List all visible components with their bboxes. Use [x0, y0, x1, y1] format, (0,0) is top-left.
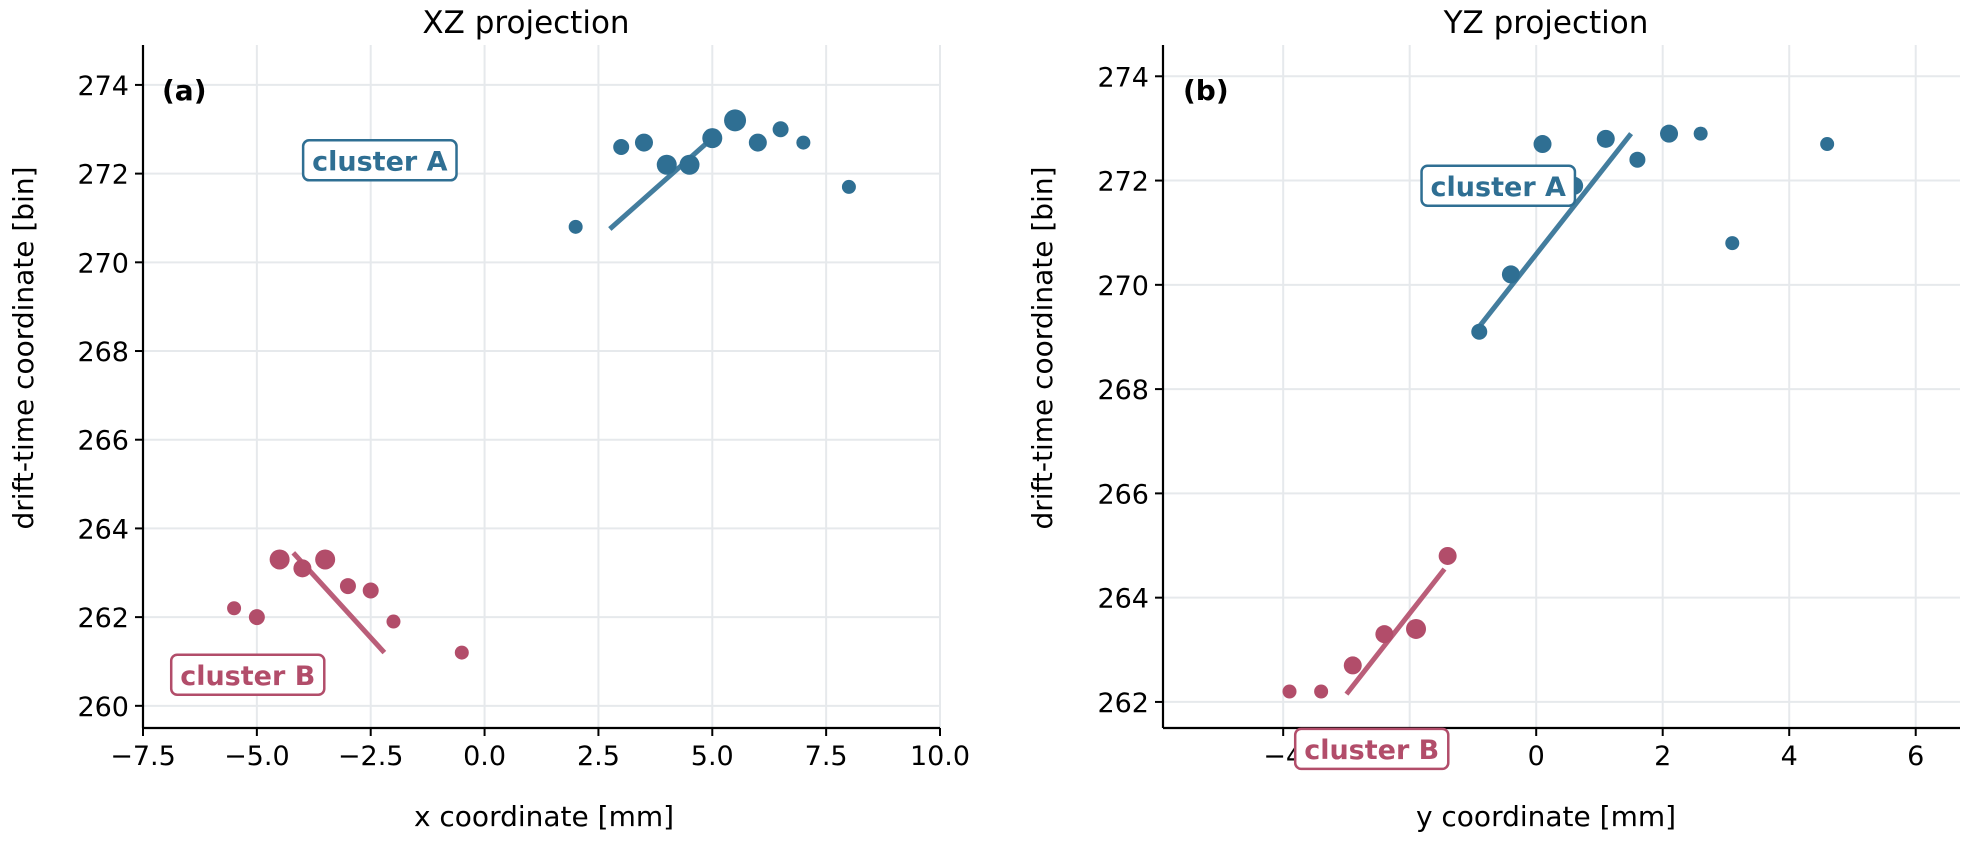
yz-cluster-a-fit-line [1477, 132, 1634, 329]
xz-cluster-a-point [568, 219, 583, 234]
xz-cluster-a-point [634, 133, 653, 152]
yz-cluster-b-point [1406, 618, 1427, 639]
yz-cluster-b-point [1282, 684, 1297, 699]
xz-cluster-a-point [702, 128, 723, 149]
xz-panel-label: (a) [162, 74, 207, 107]
yz-cluster-b-point [1375, 625, 1394, 644]
yz-cluster-a-point [1693, 126, 1708, 141]
yz-cluster-a-point [1596, 129, 1615, 148]
xz-cluster-a-point [724, 109, 747, 132]
yz-cluster-b-label-box [1293, 727, 1450, 771]
xz-cluster-b-point [315, 549, 336, 570]
xz-x-tick-label: 0.0 [463, 741, 506, 772]
yz-title: YZ projection [1443, 5, 1649, 41]
xz-x-tick-label: −5.0 [224, 741, 290, 772]
xz-title: XZ projection [422, 5, 629, 41]
yz-x-tick-label: 2 [1654, 741, 1671, 772]
xz-cluster-a-point [613, 139, 630, 156]
xz-cluster-b-label-box [169, 653, 326, 697]
yz-y-tick-label: 272 [1097, 167, 1149, 198]
yz-x-tick-label: 4 [1781, 741, 1798, 772]
xz-xlabel: x coordinate [mm] [414, 800, 674, 833]
yz-y-tick-label: 266 [1097, 479, 1149, 510]
xz-cluster-a-label: cluster A [301, 139, 458, 182]
xz-y-tick-label: 268 [77, 337, 129, 368]
yz-y-tick-label: 270 [1097, 271, 1149, 302]
xz-cluster-b-point [248, 609, 265, 626]
xz-y-tick-label: 262 [77, 603, 129, 634]
yz-plot-area: −4−20246262264266268270272274cluster Acl… [1097, 45, 1960, 772]
xz-y-tick-label: 260 [77, 692, 129, 723]
xz-y-tick-label: 274 [77, 71, 129, 102]
xz-y-tick-label: 270 [77, 248, 129, 279]
xz-cluster-b-label-text: cluster B [180, 661, 315, 692]
yz-x-tick-label: 6 [1907, 741, 1924, 772]
yz-xlabel: y coordinate [mm] [1416, 800, 1676, 833]
xz-cluster-b-point [454, 645, 469, 660]
yz-cluster-a-label-text: cluster A [1431, 172, 1566, 203]
yz-x-tick-label: 0 [1528, 741, 1545, 772]
xz-y-tick-label: 266 [77, 426, 129, 457]
xz-y-tick-label: 264 [77, 514, 129, 545]
xz-plot-area: −7.5 −5.0 −2.5 0.0 2.5 5.0 7.5 10.0 260 262 264 266… [77, 45, 970, 772]
yz-cluster-a-point [1660, 124, 1679, 143]
xz-cluster-b-point [362, 582, 379, 599]
yz-projection-panel: −4−20246262264266268270272274cluster Acl… [1026, 5, 1960, 833]
xz-cluster-a-point [841, 179, 856, 194]
xz-cluster-b-label: cluster B [169, 653, 326, 697]
xz-cluster-b-point [269, 549, 290, 570]
yz-cluster-a-point [1501, 265, 1520, 284]
yz-ylabel: drift-time coordinate [bin] [1026, 166, 1059, 529]
xz-cluster-a-point [772, 121, 789, 138]
yz-cluster-a-label: cluster A [1420, 164, 1577, 208]
yz-cluster-a-point [1820, 137, 1835, 152]
yz-cluster-a-point [1533, 135, 1552, 154]
xz-cluster-b-point [339, 578, 356, 595]
yz-cluster-a-point [1471, 323, 1488, 340]
yz-panel-label: (b) [1183, 74, 1229, 107]
yz-cluster-a-label-box [1420, 164, 1577, 208]
yz-cluster-b-label: cluster B [1293, 727, 1450, 771]
xz-cluster-a-label-text: cluster A [312, 146, 447, 177]
yz-cluster-b-point [1314, 684, 1329, 699]
xz-cluster-b-point [293, 559, 312, 578]
xz-x-tick-label: −7.5 [110, 741, 176, 772]
xz-cluster-a-label-box [301, 139, 458, 182]
yz-cluster-b-point [1438, 546, 1457, 565]
yz-y-tick-label: 268 [1097, 375, 1149, 406]
yz-y-tick-label: 274 [1097, 62, 1149, 93]
xz-cluster-a-point [748, 133, 767, 152]
xz-x-tick-label: 5.0 [691, 741, 734, 772]
xz-ylabel: drift-time coordinate [bin] [7, 166, 40, 529]
xz-cluster-a-point [679, 154, 700, 175]
xz-cluster-a-point [796, 135, 811, 150]
yz-cluster-b-fit-line [1344, 567, 1447, 696]
yz-y-tick-label: 264 [1097, 584, 1149, 615]
xz-x-tick-label: 7.5 [805, 741, 848, 772]
xz-x-tick-label: −2.5 [338, 741, 404, 772]
yz-y-tick-label: 262 [1097, 688, 1149, 719]
xz-x-tick-label: 10.0 [910, 741, 970, 772]
yz-cluster-b-label-text: cluster B [1304, 735, 1439, 766]
yz-cluster-a-point [1629, 151, 1646, 168]
xz-projection-panel: −7.5 −5.0 −2.5 0.0 2.5 5.0 7.5 10.0 260 262 264 266… [7, 5, 970, 833]
xz-cluster-b-point [227, 601, 242, 616]
xz-y-tick-label: 272 [77, 160, 129, 191]
yz-cluster-b-point [1343, 656, 1362, 675]
xz-x-tick-label: 2.5 [577, 741, 620, 772]
xz-cluster-a-fit-line [608, 136, 714, 231]
xz-cluster-b-point [386, 614, 401, 629]
xz-cluster-a-point [656, 154, 677, 175]
yz-cluster-a-point [1725, 236, 1740, 251]
